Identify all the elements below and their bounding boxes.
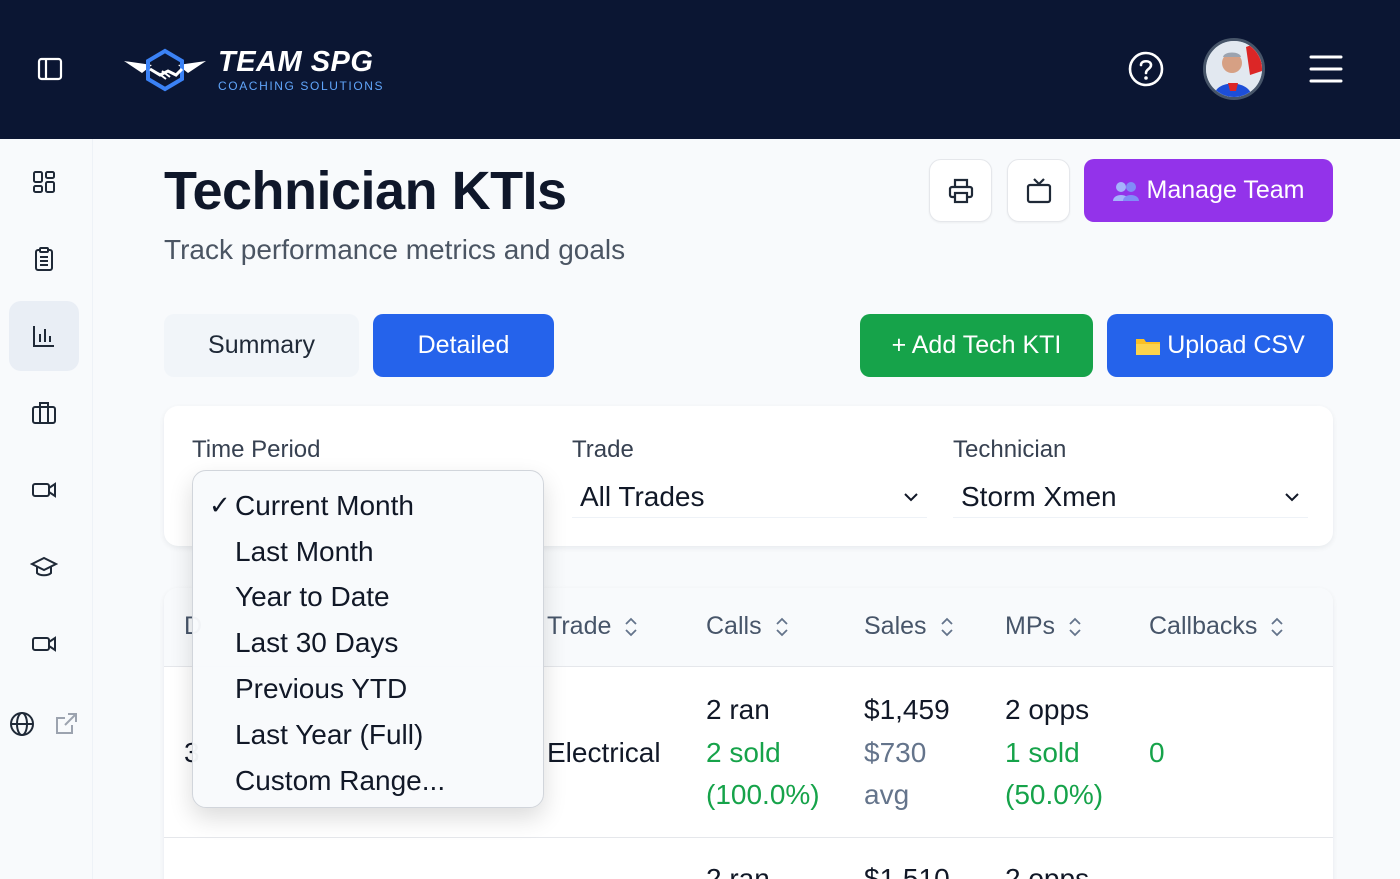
- row-1-sales-avg-label: avg: [864, 779, 910, 810]
- print-button[interactable]: [929, 159, 992, 222]
- time-period-dropdown[interactable]: ✓ Current Month Last Month Year to Date …: [192, 470, 544, 808]
- handshake-logo-icon: [124, 48, 206, 92]
- sort-icon: [940, 617, 953, 636]
- sort-icon: [1271, 617, 1284, 636]
- nav-dashboard[interactable]: [9, 147, 79, 217]
- external-link-icon[interactable]: [52, 710, 80, 738]
- graduation-cap-icon: [30, 556, 58, 577]
- time-period-option-previous-ytd[interactable]: Previous YTD: [235, 673, 408, 705]
- row-1-sales-avg: $730: [864, 737, 927, 768]
- time-period-option-year-to-date[interactable]: Year to Date: [235, 581, 390, 613]
- row-1-mps-sold: 1 sold: [1005, 737, 1080, 768]
- row-2-mps-opps: 2 opps: [1005, 863, 1090, 879]
- row-1-callbacks: 0: [1149, 737, 1165, 768]
- add-tech-kti-button[interactable]: + Add Tech KTI: [860, 314, 1093, 377]
- trade-select-value: All Trades: [580, 480, 705, 512]
- video-camera-icon: [32, 482, 56, 498]
- help-circle-icon[interactable]: [1127, 50, 1165, 88]
- trade-label: Trade: [572, 436, 634, 463]
- time-period-option-custom-range[interactable]: Custom Range...: [235, 764, 446, 796]
- left-nav-rail: [0, 139, 93, 879]
- trade-select[interactable]: All Trades: [572, 476, 927, 518]
- people-icon: [1112, 181, 1139, 201]
- nav-training[interactable]: [9, 532, 79, 602]
- briefcase-icon: [32, 402, 56, 424]
- row-1-sales-total: $1,459: [864, 694, 950, 725]
- sort-icon: [625, 617, 638, 636]
- user-avatar[interactable]: [1203, 38, 1265, 100]
- sort-icon: [1069, 617, 1081, 636]
- clipboard-list-icon: [35, 247, 53, 271]
- bar-chart-icon: [33, 326, 54, 347]
- sort-icon: [775, 617, 788, 636]
- brand-tagline: COACHING SOLUTIONS: [218, 79, 385, 93]
- column-header-callbacks[interactable]: Callbacks: [1149, 612, 1285, 641]
- rail-footer-links: [8, 709, 83, 739]
- hamburger-menu-icon[interactable]: [1309, 52, 1343, 86]
- manage-team-button[interactable]: Manage Team: [1084, 159, 1333, 222]
- column-header-sales[interactable]: Sales: [864, 612, 955, 641]
- check-icon: ✓: [209, 490, 231, 521]
- row-1-mps-opps: 2 opps: [1005, 694, 1090, 725]
- row-1-calls-ran: 2 ran: [706, 694, 770, 725]
- technician-select[interactable]: Storm Xmen: [953, 476, 1308, 518]
- time-period-option-last-month[interactable]: Last Month: [235, 535, 374, 567]
- nav-video-2[interactable]: [9, 609, 79, 679]
- chevron-down-icon: [1285, 492, 1299, 501]
- manage-team-label: Manage Team: [1146, 176, 1305, 204]
- column-header-trade[interactable]: Trade: [547, 612, 639, 641]
- upload-csv-button[interactable]: Upload CSV: [1107, 314, 1333, 377]
- nav-kti-charts[interactable]: [9, 301, 79, 371]
- time-period-option-last-30-days[interactable]: Last 30 Days: [235, 627, 399, 659]
- printer-icon: [948, 178, 973, 203]
- top-navbar: TEAM SPG COACHING SOLUTIONS: [0, 0, 1400, 139]
- column-header-calls[interactable]: Calls: [706, 612, 790, 641]
- row-2-sales-total: $1,510: [864, 863, 950, 879]
- tv-icon: [1026, 177, 1051, 203]
- tab-detailed[interactable]: Detailed: [373, 314, 554, 377]
- dashboard-grid-icon: [33, 171, 55, 193]
- page-subtitle: Track performance metrics and goals: [164, 234, 626, 265]
- technician-label: Technician: [953, 436, 1067, 463]
- row-1-mps-pct: (50.0%): [1005, 779, 1104, 810]
- row-2-calls-ran: 2 ran: [706, 863, 770, 879]
- tab-summary[interactable]: Summary: [164, 314, 359, 377]
- nav-clipboard[interactable]: [9, 224, 79, 294]
- technician-select-value: Storm Xmen: [961, 480, 1117, 512]
- row-1-trade: Electrical: [547, 737, 661, 768]
- column-header-mps[interactable]: MPs: [1005, 612, 1083, 641]
- brand-logo[interactable]: TEAM SPG COACHING SOLUTIONS: [122, 42, 384, 98]
- chevron-down-icon: [904, 492, 918, 501]
- video-camera-icon: [32, 636, 56, 652]
- time-period-label: Time Period: [192, 436, 321, 463]
- globe-icon[interactable]: [8, 710, 36, 738]
- tv-mode-button[interactable]: [1007, 159, 1070, 222]
- row-1-calls-pct: (100.0%): [706, 779, 820, 810]
- upload-csv-label: Upload CSV: [1167, 331, 1305, 359]
- time-period-option-current-month[interactable]: ✓ Current Month: [193, 483, 543, 529]
- time-period-option-last-year[interactable]: Last Year (Full): [235, 718, 424, 750]
- page-title: Technician KTIs: [164, 161, 567, 221]
- brand-name: TEAM SPG: [218, 46, 374, 78]
- nav-video[interactable]: [9, 455, 79, 525]
- folder-icon: [1136, 338, 1161, 355]
- sidebar-toggle-icon[interactable]: [36, 55, 64, 83]
- row-1-calls-sold: 2 sold: [706, 737, 781, 768]
- row-divider: [164, 837, 1333, 838]
- nav-briefcase[interactable]: [9, 378, 79, 448]
